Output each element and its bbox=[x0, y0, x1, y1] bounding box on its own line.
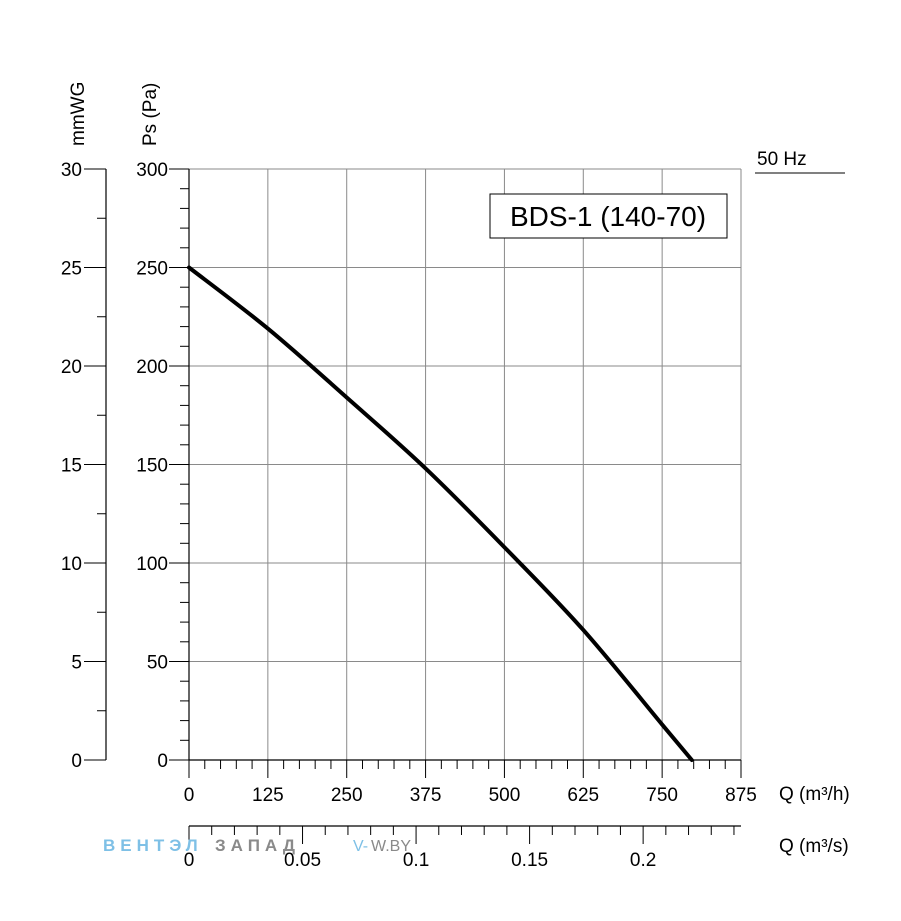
x-axis-title: Q (m³/h) bbox=[779, 784, 850, 805]
watermark: ВЕНТЭЛ ЗАПАД V- W.BY bbox=[103, 836, 411, 855]
y2-tick-label: 5 bbox=[71, 653, 82, 674]
x2-tick-label: 0.15 bbox=[511, 850, 548, 871]
x-tick-label: 250 bbox=[331, 785, 363, 806]
y2-tick-label: 30 bbox=[61, 160, 82, 181]
y2-axis-title: mmWG bbox=[68, 82, 89, 146]
y2-tick-label: 20 bbox=[61, 357, 82, 378]
y2-tick-label: 15 bbox=[61, 456, 82, 477]
chart-title-frame bbox=[489, 193, 728, 239]
chart-title-box: BDS-1 (140-70) bbox=[489, 193, 728, 239]
y-tick-label: 0 bbox=[157, 751, 168, 772]
y-tick-label: 250 bbox=[136, 259, 168, 280]
x-tick-label: 625 bbox=[567, 785, 599, 806]
x-tick-label: 375 bbox=[410, 785, 442, 806]
y2-tick-label: 0 bbox=[71, 751, 82, 772]
x2-tick-label: 0.05 bbox=[284, 850, 321, 871]
y-tick-label: 200 bbox=[136, 357, 168, 378]
x2-tick-label: 0.1 bbox=[403, 850, 429, 871]
y-tick-label: 100 bbox=[136, 554, 168, 575]
y-tick-label: 300 bbox=[136, 160, 168, 181]
x2-tick-label: 0.2 bbox=[630, 850, 656, 871]
x-tick-label: 750 bbox=[646, 785, 678, 806]
series-line-bds-1 bbox=[187, 265, 694, 762]
grid bbox=[189, 168, 742, 760]
watermark-site-blue: V- bbox=[353, 838, 368, 855]
frequency-label-group: 50 Hz bbox=[755, 149, 845, 174]
frequency-label: 50 Hz bbox=[757, 149, 807, 170]
watermark-brand-gray: ЗАПАД bbox=[215, 836, 300, 855]
y-axis-title: Ps (Pa) bbox=[140, 83, 161, 146]
chart-title: BDS-1 (140-70) bbox=[510, 201, 706, 232]
tick-marks bbox=[84, 168, 742, 844]
watermark-brand-blue: ВЕНТЭЛ bbox=[103, 836, 203, 855]
x2-tick-label: 0 bbox=[184, 850, 195, 871]
watermark-site-gray: W.BY bbox=[371, 838, 411, 855]
x-tick-label: 875 bbox=[725, 785, 757, 806]
x2-axis-title: Q (m³/s) bbox=[779, 836, 849, 857]
x-tick-label: 125 bbox=[252, 785, 284, 806]
y2-tick-label: 25 bbox=[61, 259, 82, 280]
y-tick-label: 150 bbox=[136, 456, 168, 477]
x-tick-label: 500 bbox=[489, 785, 521, 806]
x-tick-label: 0 bbox=[184, 785, 195, 806]
y2-tick-label: 10 bbox=[61, 554, 82, 575]
y-tick-label: 50 bbox=[147, 653, 168, 674]
series bbox=[187, 265, 694, 762]
